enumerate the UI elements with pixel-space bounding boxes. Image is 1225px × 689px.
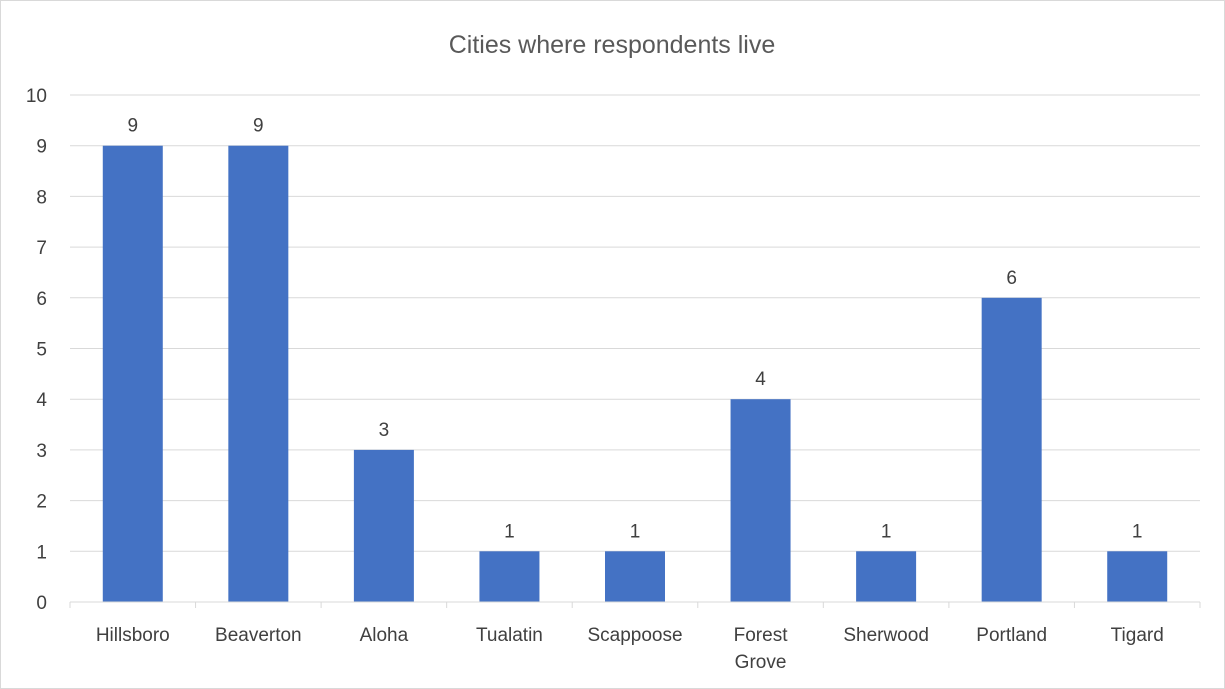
bar-scappoose xyxy=(605,551,665,602)
y-tick-label: 9 xyxy=(36,137,47,158)
y-tick-label: 0 xyxy=(36,593,47,614)
x-axis xyxy=(69,601,1201,608)
data-labels: 9 9 3 1 1 4 1 6 1 xyxy=(127,116,1142,543)
bar-tualatin xyxy=(479,551,540,602)
y-tick-label: 8 xyxy=(36,187,47,208)
data-label: 6 xyxy=(1006,268,1017,289)
bar-sherwood xyxy=(856,551,917,602)
category-label: Beaverton xyxy=(215,625,302,646)
category-label: Aloha xyxy=(360,625,409,646)
y-tick-label: 5 xyxy=(36,340,47,361)
data-label: 1 xyxy=(630,521,641,542)
y-tick-label: 6 xyxy=(36,289,47,310)
data-label: 4 xyxy=(755,369,766,390)
x-axis-category-labels: Hillsboro Beaverton Aloha Tualatin Scappoose… xyxy=(96,625,1164,673)
y-tick-label: 7 xyxy=(36,238,47,259)
category-label: Hillsboro xyxy=(96,625,170,646)
y-tick-label: 4 xyxy=(36,390,47,411)
data-label: 1 xyxy=(1132,521,1143,542)
data-label: 3 xyxy=(379,420,390,441)
category-label: Scappoose xyxy=(587,625,682,646)
bars xyxy=(102,145,1168,602)
bar-beaverton xyxy=(228,145,289,602)
category-label: Tigard xyxy=(1111,625,1164,646)
chart-title: Cities where respondents live xyxy=(449,31,776,59)
data-label: 1 xyxy=(504,521,515,542)
bar-tigard xyxy=(1107,551,1168,602)
bar-forest-grove xyxy=(730,399,791,602)
y-tick-label: 3 xyxy=(36,441,47,462)
y-tick-label: 10 xyxy=(26,86,47,107)
category-label: Forest Grove xyxy=(734,625,789,673)
bar-portland xyxy=(981,297,1042,602)
category-label: Tualatin xyxy=(476,625,543,646)
y-tick-label: 1 xyxy=(36,542,47,563)
bar-hillsboro xyxy=(102,145,163,602)
data-label: 1 xyxy=(881,521,892,542)
y-axis-tick-labels: 0 1 2 3 4 5 6 7 8 9 10 xyxy=(26,86,48,614)
y-tick-label: 2 xyxy=(36,492,47,513)
category-label: Portland xyxy=(976,625,1047,646)
bar-aloha xyxy=(353,449,414,602)
data-label: 9 xyxy=(253,116,264,137)
category-label: Sherwood xyxy=(843,625,929,646)
data-label: 9 xyxy=(127,116,138,137)
